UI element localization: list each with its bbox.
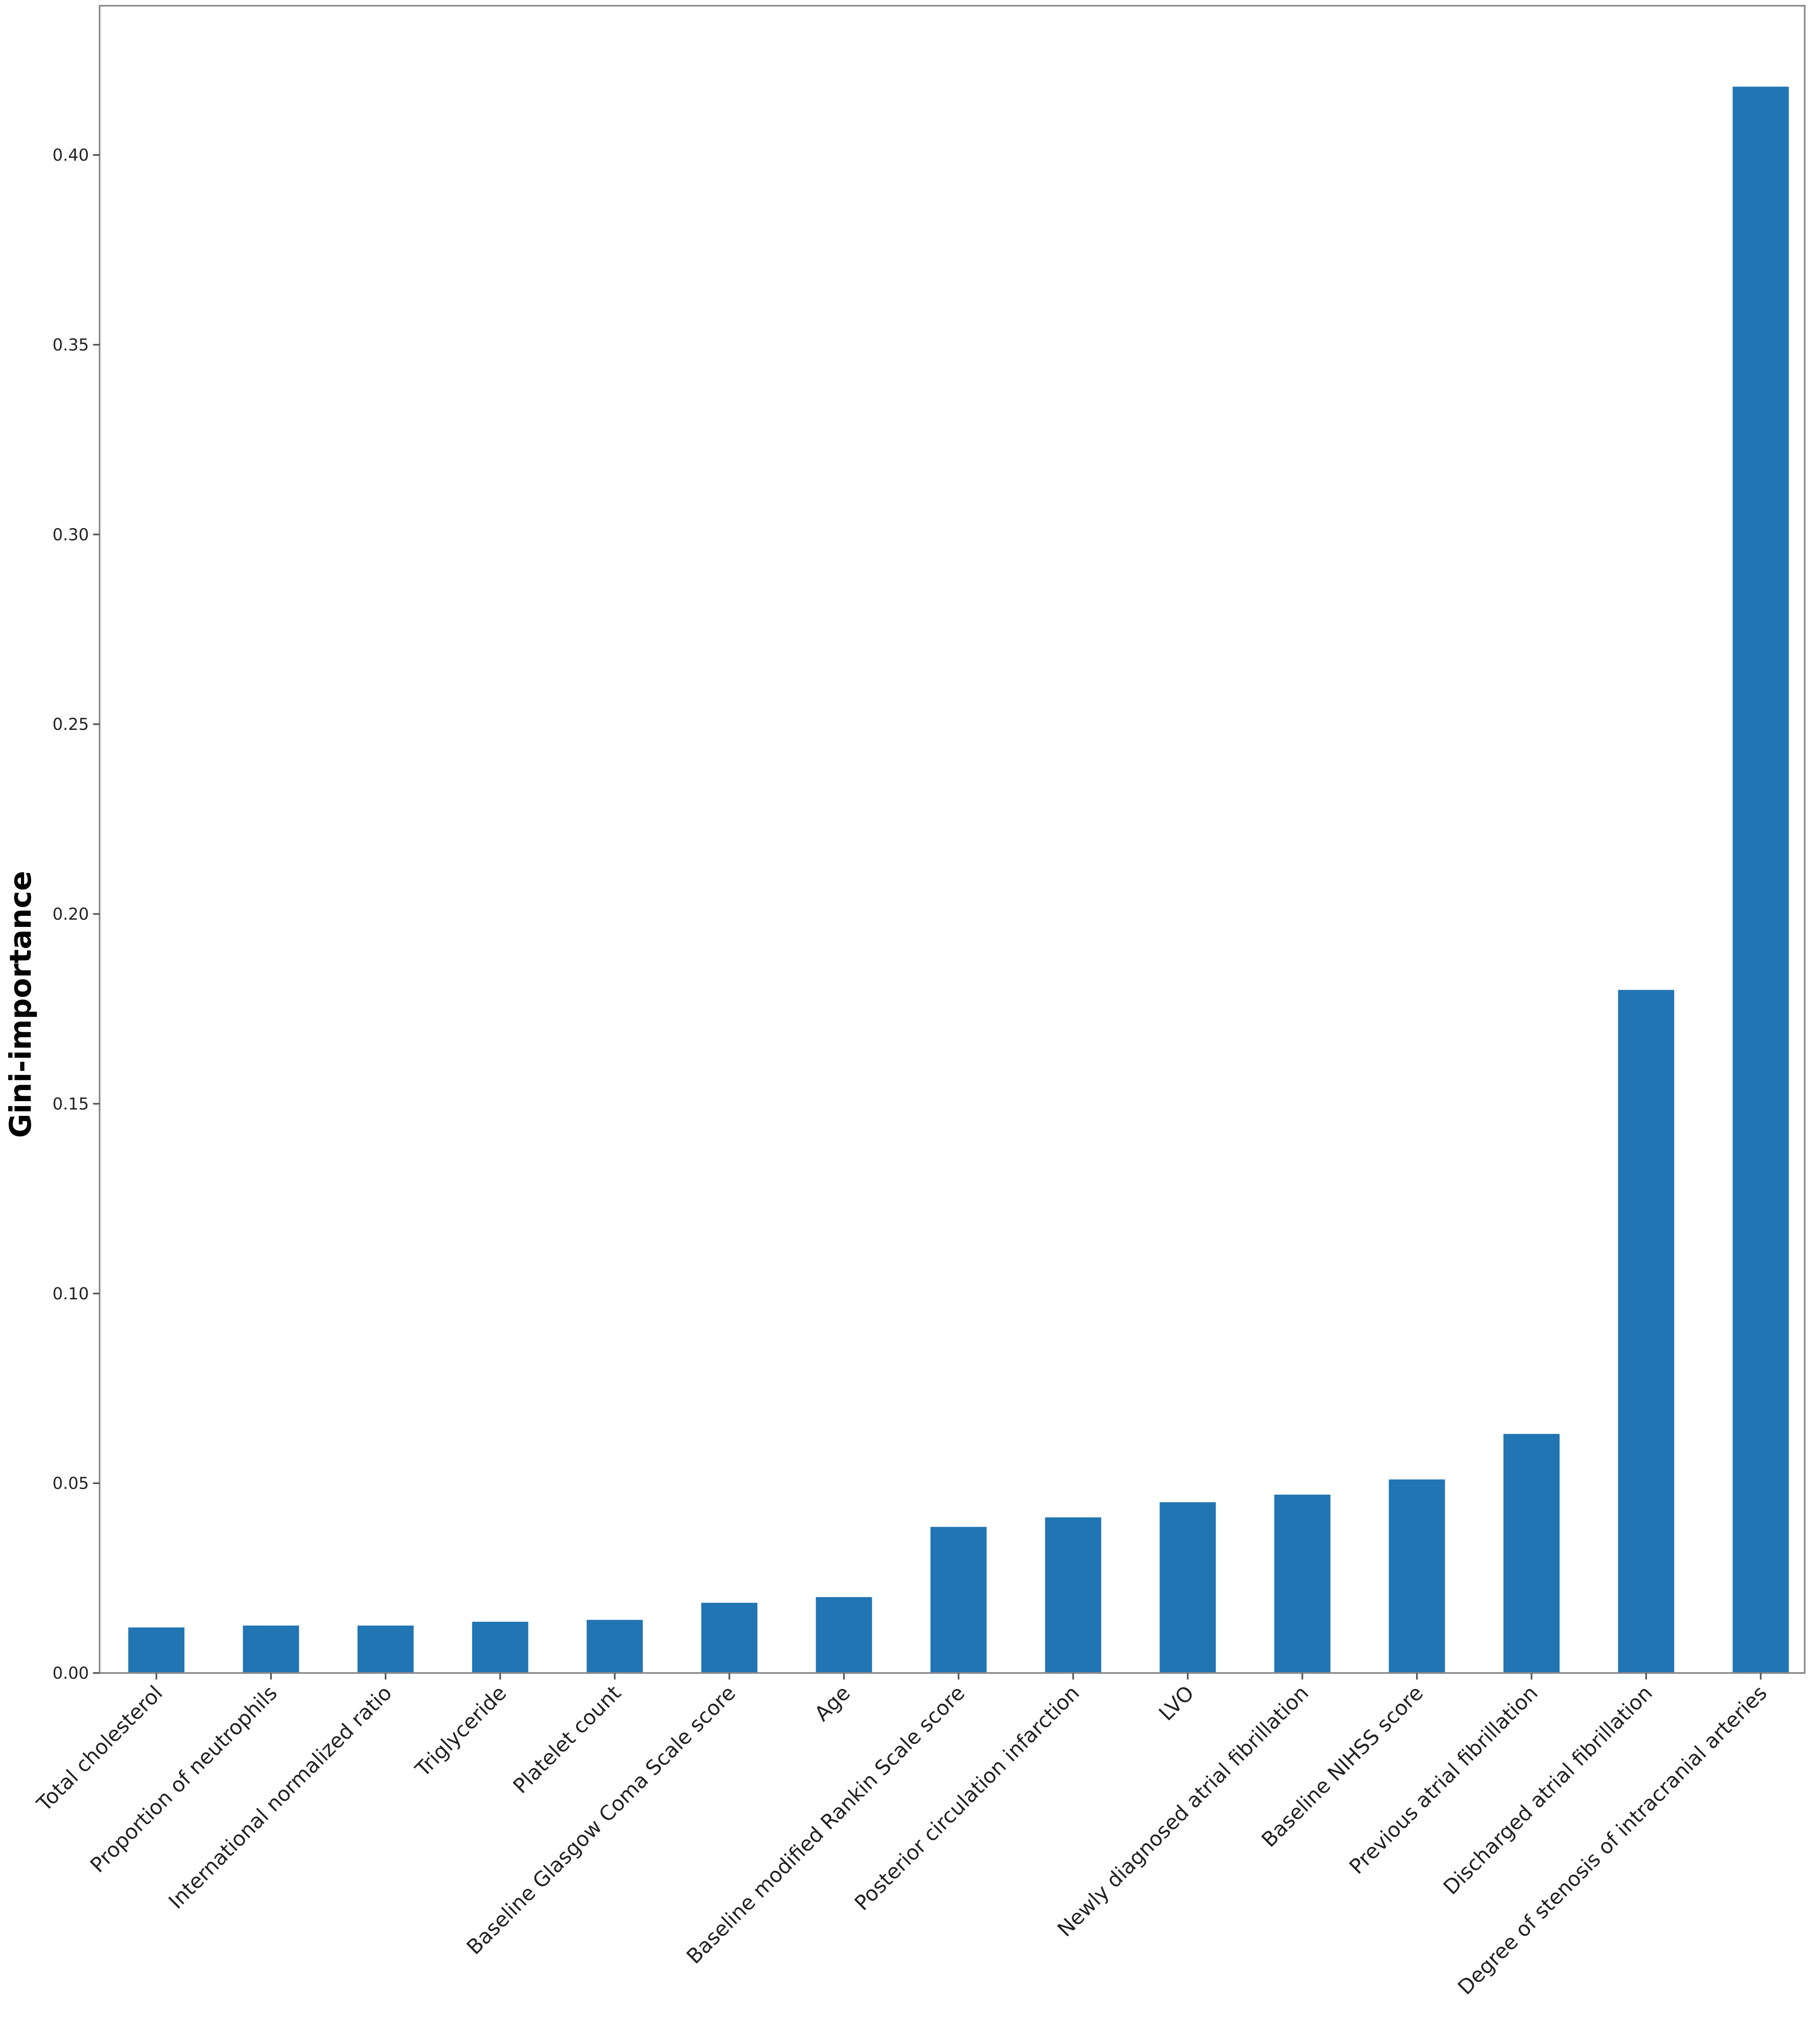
y-tick-label: 0.15 [52, 1095, 89, 1113]
y-tick-label: 0.20 [52, 905, 89, 924]
y-axis-label: Gini-importance [3, 871, 38, 1138]
axes-layer [99, 5, 1806, 1674]
bar [1733, 86, 1789, 1673]
y-tick-label: 0.35 [52, 336, 89, 355]
y-tick-label: 0.05 [52, 1474, 89, 1493]
bar [587, 1620, 643, 1673]
bar [1503, 1434, 1560, 1673]
bar [1618, 990, 1674, 1673]
y-tick-label: 0.25 [52, 715, 89, 734]
bar [1389, 1479, 1445, 1673]
bar [1045, 1517, 1101, 1673]
plot-frame [99, 5, 1806, 1674]
bar [357, 1625, 414, 1673]
y-tick-label: 0.00 [52, 1664, 89, 1683]
bar [243, 1625, 299, 1673]
y-tick-label: 0.10 [52, 1284, 89, 1303]
y-tick-label: 0.40 [52, 146, 89, 165]
bar [1160, 1502, 1216, 1673]
bar [816, 1597, 872, 1673]
y-axis-ticks: 0.00 0.05 0.10 0.15 0.20 0.25 0.30 0.35 0.40 [52, 146, 100, 1683]
bar [930, 1527, 987, 1673]
bar [701, 1602, 757, 1673]
bar [128, 1627, 184, 1673]
bar [472, 1622, 528, 1673]
bars-layer [128, 86, 1789, 1673]
bar [1274, 1494, 1330, 1673]
y-tick-label: 0.30 [52, 526, 89, 544]
